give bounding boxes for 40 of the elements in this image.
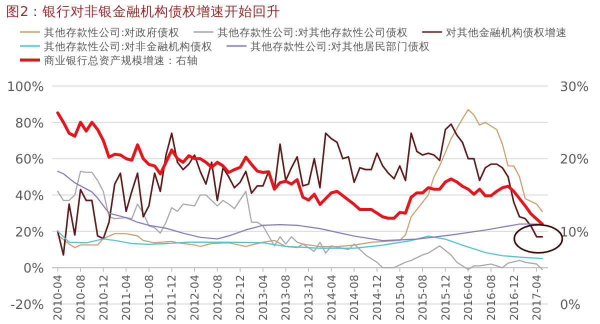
legend-label: 其他存款性公司:对非金融机构债权: [44, 40, 213, 53]
x-tick-label: 2012-04: [188, 274, 202, 321]
x-tick-label: 2015-12: [439, 274, 452, 321]
x-tick-label: 2016-08: [484, 274, 498, 321]
x-tick-label: 2012-08: [211, 274, 224, 321]
x-tick-label: 2015-08: [416, 274, 430, 321]
legend-label: 其他存款性公司:对其他居民部门债权: [250, 40, 430, 53]
y-tick-label: 20%: [15, 225, 44, 240]
legend-label: 商业银行总资产规模增速：右轴: [44, 54, 198, 67]
y2-tick-label: 30%: [560, 80, 589, 95]
x-tick-label: 2015-04: [394, 274, 407, 321]
x-tick-label: 2011-08: [142, 274, 156, 321]
legend-label: 对其他金融机构债权增速: [446, 26, 568, 39]
title: 图2：银行对非银金融机构债权增速开始回升: [6, 4, 281, 20]
x-tick-label: 2010-12: [97, 274, 110, 321]
x-tick-label: 2016-04: [462, 274, 476, 321]
x-tick-label: 2017-04: [530, 274, 544, 321]
x-tick-label: 2010-04: [52, 274, 65, 321]
x-tick-label: 2016-12: [508, 274, 521, 321]
y-tick-label: 60%: [15, 152, 44, 168]
y-tick-label: 0%: [23, 262, 44, 277]
x-tick-label: 2014-12: [370, 274, 384, 321]
y2-tick-label: 10%: [560, 225, 589, 240]
y-tick-label: -20%: [10, 298, 44, 313]
x-tick-label: 2013-12: [302, 274, 316, 321]
x-tick-label: 2014-04: [325, 274, 338, 321]
x-tick-label: 2013-08: [280, 274, 293, 321]
x-tick-label: 2010-08: [74, 274, 88, 321]
legend-label: 其他存款性公司:对政府债权: [44, 26, 180, 39]
y-tick-label: 80%: [15, 116, 44, 132]
y-tick-label: 40%: [15, 189, 44, 204]
y2-tick-label: 0%: [560, 298, 581, 313]
x-tick-label: 2014-08: [348, 274, 362, 321]
x-tick-label: 2011-04: [120, 274, 134, 321]
x-tick-label: 2011-12: [166, 274, 179, 321]
x-tick-label: 2012-12: [234, 274, 248, 321]
x-tick-label: 2013-04: [256, 274, 270, 321]
y-tick-label: 100%: [6, 80, 44, 95]
y2-tick-label: 20%: [560, 152, 589, 168]
legend-label: 其他存款性公司:对其他存款性公司债权: [218, 26, 408, 39]
